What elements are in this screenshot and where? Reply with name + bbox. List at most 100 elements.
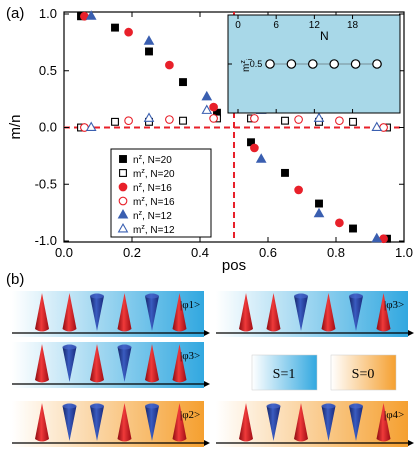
axis-ticks: 0.0 0.2 0.4 0.6 0.8 1.0 1.0 0.5 0.0 -0.5 -1.0 — [35, 6, 413, 260]
spin-up-cone — [239, 293, 253, 332]
y-tick-label: 0.5 — [39, 63, 57, 78]
data-point — [143, 35, 155, 45]
spin-down-cone — [321, 403, 336, 441]
inset-point — [329, 59, 339, 69]
spin-legend: S=1 S=0 — [251, 354, 397, 391]
spin-down-cone — [294, 293, 308, 331]
legend-label: mz, N=20 — [133, 168, 175, 180]
inset-point — [265, 59, 275, 69]
spin-up-cone — [294, 403, 308, 442]
data-point — [209, 114, 218, 123]
data-point — [294, 185, 303, 195]
x-tick-label: 0.2 — [123, 245, 141, 260]
legend-label: mz, N=12 — [133, 224, 175, 236]
chart-legend: nz, N=20 mz, N=20 nz, N=16 mz, N=16 nz, N=12… — [110, 148, 212, 238]
data-point — [313, 207, 325, 218]
spin-down-cone — [117, 344, 132, 382]
spin-up-cone — [376, 403, 391, 442]
arrow-head — [408, 440, 414, 446]
data-point — [111, 23, 119, 32]
data-point — [85, 10, 97, 20]
data-points — [77, 10, 391, 244]
spin-up-cone — [172, 403, 187, 442]
state-label: |φ2> — [180, 409, 200, 421]
panel-a-label: (a) — [6, 5, 24, 22]
x-axis-label: pos — [222, 257, 246, 274]
spin-down-cone — [90, 403, 104, 441]
data-point — [335, 218, 344, 228]
spin-up-cone — [172, 344, 187, 383]
data-point — [349, 224, 357, 233]
legend-s0-label: S=0 — [352, 367, 375, 382]
x-tick-label: 0.0 — [55, 245, 73, 260]
data-point — [281, 116, 289, 125]
spin-up-cone — [35, 403, 49, 442]
spin-up-cone — [266, 293, 281, 332]
data-point — [335, 116, 344, 126]
reference-lines — [64, 12, 404, 242]
spin-down-cone — [145, 293, 159, 331]
spin-down-cone — [62, 344, 77, 382]
y-tick-label: -0.5 — [35, 176, 57, 191]
spin-up-cone — [35, 293, 49, 332]
inset-xlabel: N — [320, 29, 329, 43]
legend-marker — [118, 182, 128, 192]
y-tick-label: -1.0 — [35, 233, 57, 248]
spin-state-box: |φ3> — [216, 291, 414, 337]
legend-marker — [119, 155, 127, 163]
spin-up-cone — [90, 344, 104, 383]
data-point — [201, 104, 213, 114]
state-label: |φ4> — [384, 409, 404, 421]
data-point — [145, 47, 153, 56]
inset-x-tick-label: 6 — [273, 20, 279, 31]
inset-ticks: 0 6 12 18 0.5 — [228, 15, 382, 113]
legend-marker — [117, 208, 129, 219]
state-label: |φ1> — [180, 299, 200, 311]
main-chart: 0.0 0.2 0.4 0.6 0.8 1.0 1.0 0.5 0.0 -0.5 -1.0 0 6 12… — [7, 6, 413, 274]
data-point — [250, 114, 259, 123]
data-point — [255, 153, 267, 163]
inset-points — [265, 59, 382, 69]
spin-up-cone — [62, 293, 77, 332]
y-tick-label: 1.0 — [39, 6, 57, 21]
spin-up-cone — [145, 344, 159, 383]
data-point — [349, 117, 357, 126]
data-point — [165, 60, 174, 70]
arrow-head — [204, 381, 210, 387]
data-point — [250, 143, 259, 153]
legend-marker — [118, 196, 128, 206]
data-point — [179, 116, 187, 125]
legend-s1-box — [251, 354, 318, 391]
panel-b-diagrams: |φ1> |φ3> |φ3> |φ2> |φ4> — [12, 291, 414, 447]
legend-label: nz, N=20 — [133, 154, 172, 166]
data-point — [165, 115, 174, 124]
inset-point — [307, 59, 318, 69]
spin-down-cone — [62, 403, 77, 441]
spin-up-cone — [35, 344, 49, 383]
data-point — [294, 115, 303, 124]
inset-point — [286, 59, 297, 69]
legend-s1-label: S=1 — [273, 367, 296, 382]
spin-up-cone — [172, 293, 187, 332]
y-tick-label: 0.0 — [39, 120, 57, 135]
legend-box — [110, 148, 212, 238]
data-point — [315, 199, 323, 208]
arrow-head — [204, 440, 210, 446]
spin-down-cone — [90, 293, 104, 331]
data-point — [124, 27, 133, 37]
spin-state-box: |φ3> — [12, 342, 210, 388]
spin-up-cone — [117, 403, 132, 442]
spin-down-cone — [145, 403, 159, 441]
spin-down-cone — [349, 293, 363, 331]
spin-up-cone — [117, 293, 132, 332]
state-label: |φ3> — [384, 299, 404, 311]
data-point — [179, 78, 187, 87]
data-point — [111, 117, 119, 126]
spin-state-box: |φ1> — [12, 291, 210, 337]
legend-label: mz, N=16 — [133, 196, 175, 208]
x-tick-label: 0.4 — [191, 245, 209, 260]
y-axis-label: m/n — [7, 114, 24, 139]
data-point — [124, 116, 133, 126]
data-point — [371, 121, 383, 131]
